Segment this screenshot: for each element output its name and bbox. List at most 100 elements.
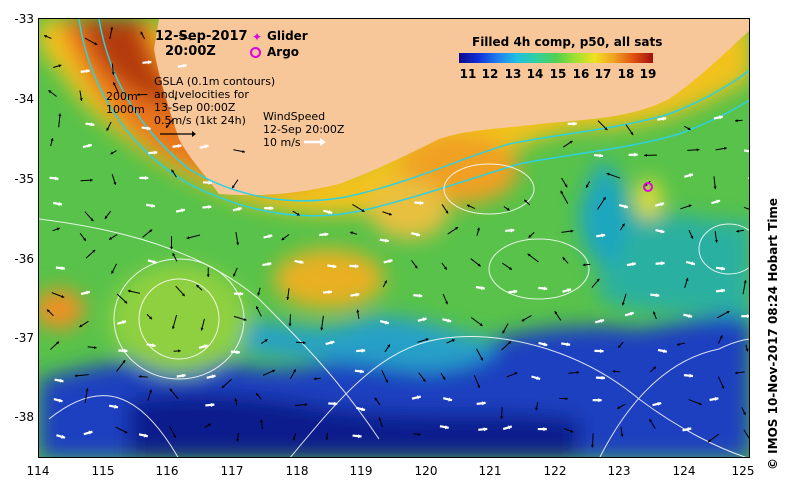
- wind-arrowhead: [573, 121, 577, 126]
- current-arrowhead: [94, 42, 98, 45]
- colorbar-tick: 13: [504, 67, 522, 81]
- current-arrowhead: [110, 26, 114, 30]
- wind-arrowhead: [543, 286, 548, 291]
- x-tick-label: 123: [607, 464, 631, 478]
- wind-arrowhead: [536, 376, 541, 381]
- current-arrowhead: [477, 263, 481, 267]
- current-arrowhead: [620, 433, 624, 437]
- current-arrowhead: [286, 297, 290, 300]
- y-tick-label: -34: [14, 92, 34, 106]
- wind-arrowhead: [236, 350, 240, 355]
- y-tick-label: -35: [14, 172, 34, 186]
- current-arrowhead: [745, 348, 749, 352]
- wind-arrowhead: [388, 259, 393, 264]
- current-arrowhead: [721, 385, 725, 389]
- current-arrowhead: [178, 349, 181, 353]
- wind-arrowhead: [567, 288, 572, 293]
- current-arrowhead: [374, 397, 378, 401]
- wind-arrowhead: [718, 115, 723, 120]
- current-arrowhead: [508, 266, 512, 270]
- current-arrowhead: [74, 374, 78, 378]
- current-arrowhead: [524, 199, 528, 203]
- current-arrowhead: [172, 253, 176, 257]
- current-arrowhead: [200, 327, 204, 331]
- map-date: 12-Sep-2017: [155, 29, 248, 44]
- current-arrowhead: [234, 398, 238, 402]
- y-tick-label: -38: [14, 410, 34, 424]
- current-arrowhead: [149, 389, 153, 393]
- depth-label-1000: 1000m: [106, 103, 145, 116]
- wind-arrowhead: [416, 395, 421, 400]
- wind-arrowhead: [416, 232, 420, 237]
- x-tick-label: 122: [543, 464, 567, 478]
- wind-arrowhead: [211, 374, 216, 379]
- current-arrowhead: [90, 178, 93, 182]
- current-arrowhead: [361, 209, 365, 212]
- current-arrowhead: [171, 169, 175, 173]
- current-arrowhead: [111, 270, 115, 274]
- current-arrowhead: [325, 437, 329, 441]
- current-arrowhead: [570, 429, 574, 433]
- wind-arrowhead: [61, 266, 65, 271]
- wind-arrowhead: [151, 343, 156, 348]
- colorbar-tick: 19: [639, 67, 657, 81]
- current-arrowhead: [136, 93, 140, 97]
- wind-arrowhead: [721, 266, 725, 271]
- current-arrowhead: [707, 439, 711, 443]
- current-arrowhead: [514, 372, 518, 375]
- wind-arrowhead: [114, 404, 119, 409]
- wind-note: WindSpeed 12-Sep 20:00Z 10 m/s: [263, 110, 345, 149]
- current-arrowhead: [50, 138, 54, 142]
- current-arrowhead: [124, 300, 128, 304]
- wind-arrow: [748, 176, 749, 180]
- x-tick-label: 119: [349, 464, 373, 478]
- current-arrowhead: [243, 317, 247, 321]
- current-arrowhead: [445, 210, 449, 214]
- wind-arrowhead: [357, 434, 362, 439]
- wind-arrowhead: [355, 292, 360, 297]
- current-arrowhead: [606, 172, 610, 176]
- y-tick-label: -36: [14, 252, 34, 266]
- current-arrowhead: [169, 246, 174, 250]
- wind-arrowhead: [385, 238, 389, 243]
- current-arrowhead: [388, 212, 392, 216]
- wind-arrowhead: [324, 232, 329, 237]
- wind-arrowhead: [207, 204, 212, 210]
- current-arrowhead: [109, 236, 113, 240]
- x-tick-label: 117: [220, 464, 244, 478]
- wind-arrowhead: [662, 116, 667, 121]
- current-arrow: [743, 429, 749, 439]
- current-arrowhead: [256, 393, 259, 397]
- current-arrowhead: [124, 430, 128, 434]
- current-arrowhead: [714, 239, 718, 243]
- current-arrowhead: [630, 132, 634, 136]
- wind-arrowhead: [123, 348, 128, 353]
- current-arrowhead: [304, 403, 308, 407]
- wind-arrowhead: [601, 233, 606, 238]
- current-arrowhead: [502, 330, 506, 334]
- wind-arrowhead: [600, 318, 605, 323]
- current-arrowhead: [236, 242, 240, 246]
- wind-arrowhead: [59, 378, 64, 383]
- current-arrowhead: [44, 35, 48, 38]
- velocity-arrows: [43, 26, 749, 448]
- wind-arrowhead: [332, 264, 337, 269]
- current-arrowhead: [206, 274, 210, 277]
- y-tick-label: -33: [14, 12, 34, 26]
- wind-arrowhead: [54, 176, 59, 181]
- current-arrowhead: [165, 124, 169, 128]
- wind-arrowhead: [146, 126, 151, 131]
- wind-arrowhead: [543, 342, 548, 347]
- wind-arrowhead: [691, 261, 695, 266]
- current-arrowhead: [113, 181, 117, 185]
- wind-arrowhead: [268, 234, 273, 239]
- current-arrowhead: [236, 438, 240, 442]
- current-arrowhead: [726, 311, 730, 314]
- x-tick-label: 125: [731, 464, 755, 478]
- current-arrowhead: [527, 253, 531, 257]
- current-arrowhead: [127, 289, 131, 293]
- y-tick-label: -37: [14, 331, 34, 345]
- wind-arrowhead: [122, 320, 126, 325]
- x-tick-label: 121: [478, 464, 502, 478]
- wind-arrowhead: [152, 259, 157, 264]
